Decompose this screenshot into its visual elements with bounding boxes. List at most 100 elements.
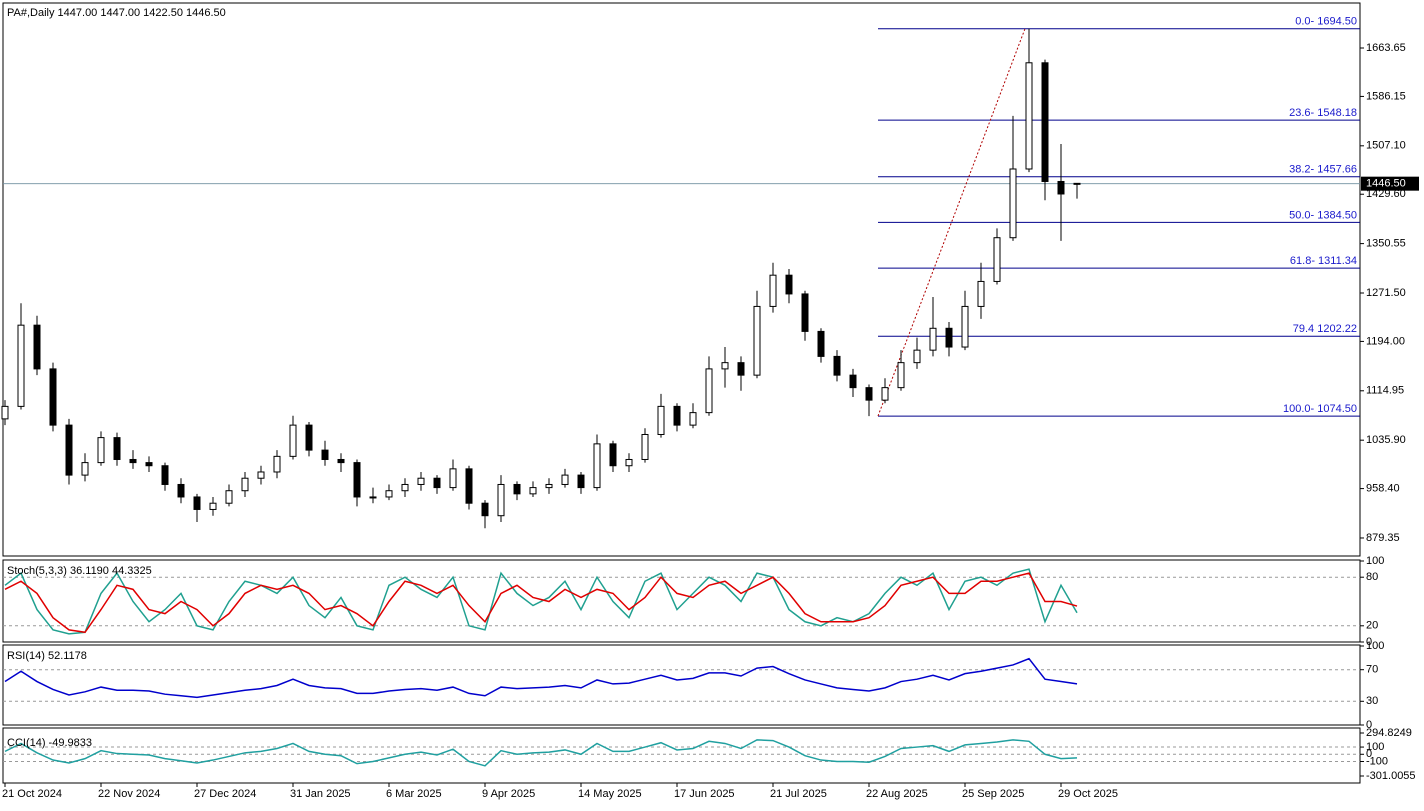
x-tick-label: 17 Jun 2025	[674, 788, 735, 800]
candle-body	[1025, 62, 1033, 170]
y-tick-label: 1507.10	[1366, 140, 1406, 152]
candle-body	[161, 465, 169, 485]
y-tick-label: -301.0055	[1366, 770, 1416, 782]
candle-body	[561, 474, 569, 485]
fib-label: 61.8- 1311.34	[1290, 255, 1357, 267]
stoch-panel	[2, 559, 1361, 643]
candle-body	[945, 327, 953, 348]
candle-body	[209, 502, 217, 510]
chart-title: PA#,Daily 1447.00 1447.00 1422.50 1446.5…	[7, 7, 226, 19]
candle-body	[129, 458, 137, 464]
candle-body	[961, 305, 969, 348]
candle-body	[465, 468, 473, 504]
candle-body	[913, 349, 921, 364]
candle-body	[81, 462, 89, 476]
candle-body	[593, 443, 601, 489]
y-tick-label: 0	[1366, 636, 1372, 648]
y-tick-label: 100	[1366, 741, 1384, 753]
candle-body	[577, 474, 585, 489]
candle-body	[1057, 180, 1065, 195]
y-tick-label: 100	[1366, 555, 1384, 567]
candle-body	[641, 433, 649, 460]
y-tick-label: 80	[1366, 571, 1378, 583]
x-tick-label: 21 Oct 2024	[2, 788, 62, 800]
candle-body	[673, 405, 681, 426]
x-tick-label: 9 Apr 2025	[482, 788, 535, 800]
y-tick-label: 1271.50	[1366, 287, 1406, 299]
fib-label: 100.0- 1074.50	[1283, 403, 1357, 415]
price-panel	[2, 2, 1361, 557]
candle-body	[881, 387, 889, 401]
candle-body	[849, 374, 857, 389]
indicator-line	[4, 572, 1078, 634]
candle-body	[545, 483, 553, 489]
candle-body	[193, 496, 201, 510]
candle-body	[33, 324, 41, 370]
y-tick-label: 100	[1366, 640, 1384, 652]
candle-body	[49, 368, 57, 426]
y-tick-label: 1194.00	[1366, 335, 1405, 347]
x-tick-label: 6 Mar 2025	[386, 788, 442, 800]
y-tick-label: 879.35	[1366, 532, 1400, 544]
candle-body	[257, 471, 265, 479]
y-tick-label: 0	[1366, 719, 1372, 731]
x-tick-label: 22 Nov 2024	[98, 788, 160, 800]
y-tick-label: 294.8249	[1366, 727, 1412, 739]
candle-body	[369, 496, 377, 499]
x-tick-label: 25 Sep 2025	[962, 788, 1024, 800]
candle-body	[145, 462, 153, 467]
fib-label: 38.2- 1457.66	[1289, 164, 1357, 176]
candle-body	[481, 502, 489, 517]
indicator-line	[4, 739, 1078, 767]
y-tick-label: 1035.90	[1366, 434, 1406, 446]
candle-body	[689, 412, 697, 426]
cci-panel	[2, 727, 1361, 784]
candle-body	[625, 458, 633, 467]
last-price-box	[1361, 176, 1419, 191]
candle-body	[833, 355, 841, 376]
candle-body	[977, 280, 985, 307]
candle-body	[1009, 168, 1017, 239]
candle-body	[177, 483, 185, 498]
candle-body	[721, 362, 729, 370]
y-tick-label: 30	[1366, 695, 1378, 707]
candle-body	[273, 455, 281, 473]
x-tick-label: 21 Jul 2025	[770, 788, 827, 800]
y-tick-label: 958.40	[1366, 482, 1400, 494]
x-tick-label: 14 May 2025	[578, 788, 642, 800]
candle-body	[1073, 182, 1081, 185]
y-tick-label: 1350.55	[1366, 238, 1406, 250]
candle-body	[353, 462, 361, 498]
x-tick-label: 22 Aug 2025	[866, 788, 928, 800]
y-tick-label: 1114.95	[1366, 385, 1404, 397]
candle-body	[609, 443, 617, 467]
candle-body	[753, 305, 761, 376]
candle-body	[1041, 62, 1049, 182]
candle-body	[929, 327, 937, 351]
candle-body	[241, 477, 249, 492]
y-tick-label: 70	[1366, 664, 1378, 676]
candle-body	[401, 483, 409, 492]
fib-trend-line	[877, 28, 1026, 417]
candle-body	[225, 490, 233, 504]
candle-body	[737, 362, 745, 376]
candle-body	[17, 324, 25, 407]
candle-body	[113, 437, 121, 460]
fib-label: 0.0- 1694.50	[1295, 16, 1357, 28]
candle-body	[65, 424, 73, 476]
candle-body	[97, 437, 105, 464]
last-price-label: 1446.50	[1366, 178, 1406, 190]
candle-body	[529, 487, 537, 495]
candle-body	[513, 483, 521, 495]
candle-body	[769, 274, 777, 307]
x-tick-label: 31 Jan 2025	[290, 788, 351, 800]
fib-label: 50.0- 1384.50	[1289, 209, 1357, 221]
indicator-title: CCI(14) -49.9833	[7, 737, 92, 749]
candle-body	[801, 293, 809, 332]
candle-body	[321, 449, 329, 460]
y-tick-label: 0	[1366, 748, 1372, 760]
candle-body	[657, 405, 665, 435]
candle-body	[337, 458, 345, 464]
candle-body	[385, 490, 393, 498]
